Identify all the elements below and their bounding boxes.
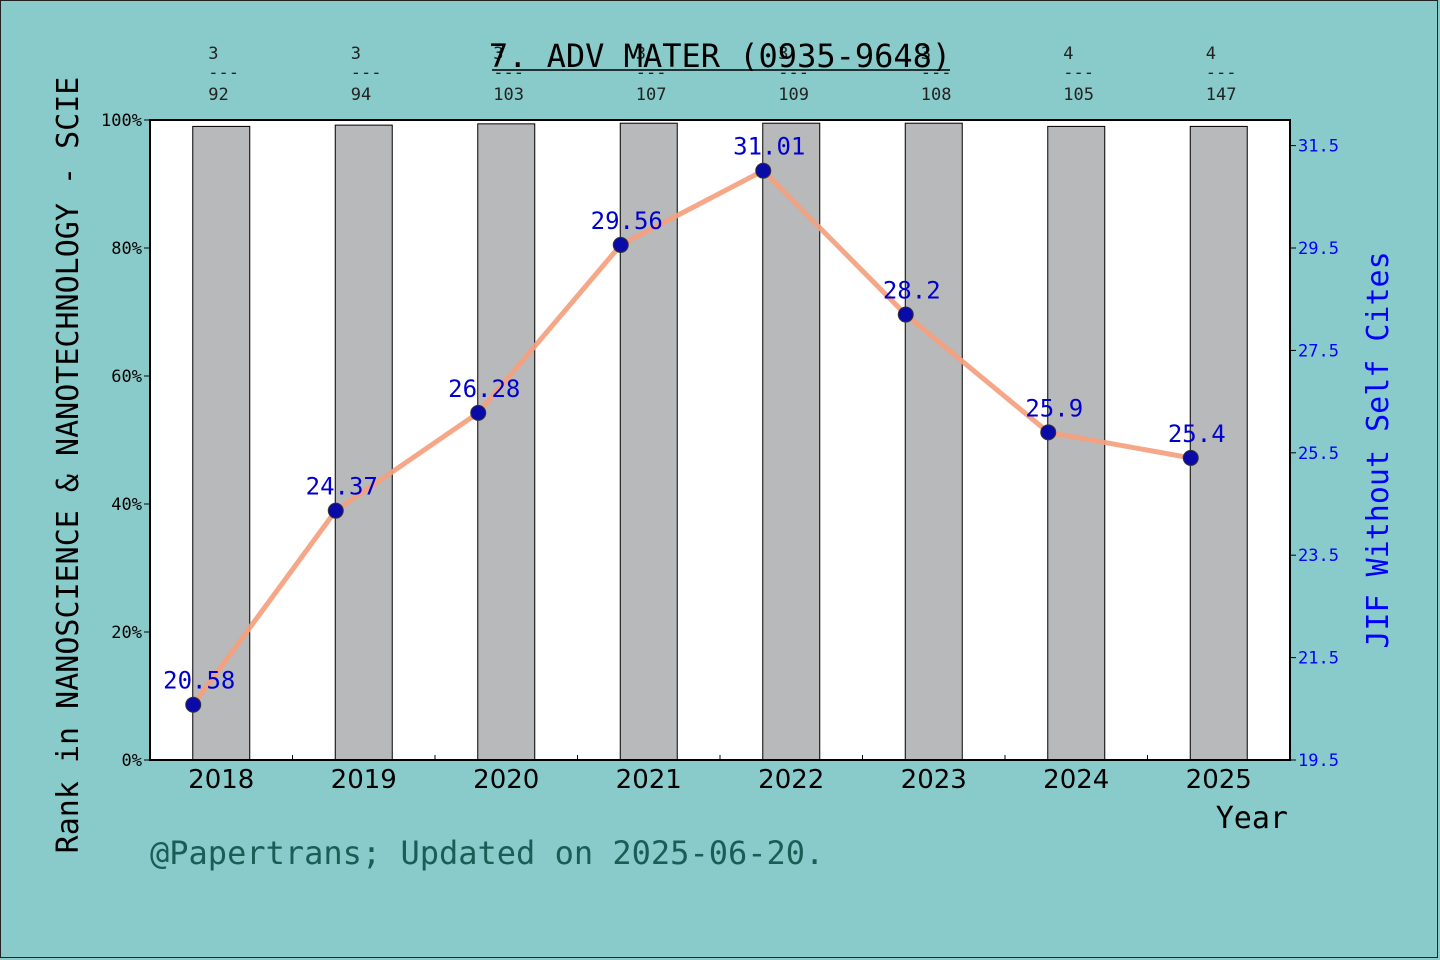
jif-points	[185, 162, 1199, 713]
fraction-numerator: 3	[778, 44, 788, 64]
left-tick-label: 0%	[122, 751, 142, 771]
right-axis-label: JIF Without Self Cites	[1361, 251, 1396, 648]
fraction-bar: ---	[1206, 63, 1237, 83]
x-tick-label: 2019	[331, 765, 397, 795]
jif-point-label: 20.58	[163, 667, 235, 695]
fraction-numerator: 4	[1206, 44, 1216, 64]
fraction-denominator: 107	[636, 85, 667, 105]
x-tick-label: 2018	[188, 765, 254, 795]
left-axis-label: Rank in NANOSCIENCE & NANOTECHNOLOGY - S…	[51, 77, 86, 854]
jif-point-2020	[470, 404, 487, 421]
fraction-bar: ---	[351, 63, 382, 83]
jif-point-label: 24.37	[306, 473, 378, 501]
x-tick-label: 2023	[901, 765, 967, 795]
bar-2018	[192, 125, 251, 761]
jif-point-labels: 20.58 24.37 26.28 29.56 31.01 28.2 25.9 25.4	[163, 133, 1226, 695]
fraction-denominator: 108	[921, 85, 952, 105]
left-tick-label: 60%	[111, 367, 142, 387]
fraction-numerator: 3	[493, 44, 503, 64]
plot-area	[150, 120, 1290, 760]
right-tick-label: 31.5	[1298, 137, 1339, 157]
jif-point-2024	[1040, 424, 1057, 441]
fraction-numerator: 3	[351, 44, 361, 64]
jif-point-label: 26.28	[448, 375, 520, 403]
fraction-denominator: 92	[208, 85, 228, 105]
jif-point-label: 29.56	[591, 207, 663, 235]
fraction-denominator: 147	[1206, 85, 1237, 105]
left-tick-label: 100%	[101, 111, 142, 131]
fraction-bar: ---	[636, 63, 667, 83]
fraction-numerator: 3	[636, 44, 646, 64]
left-axis-ticks: 0% 20% 40% 60% 80% 100%	[101, 111, 150, 771]
fraction-bar: ---	[921, 63, 952, 83]
jif-point-label: 25.4	[1168, 420, 1226, 448]
x-tick-label: 2020	[473, 765, 539, 795]
x-tick-label: 2021	[616, 765, 682, 795]
rank-fractions: 3---923---943---1033---1073---1093---108…	[208, 44, 1236, 105]
fraction-denominator: 94	[351, 85, 371, 105]
x-axis-ticks: 2018 2019 2020 2021 2022 2023 2024 2025	[149, 755, 1291, 795]
jif-point-2019	[327, 502, 344, 519]
fraction-bar: ---	[1063, 63, 1094, 83]
bar-2020	[477, 123, 536, 761]
fraction-denominator: 109	[778, 85, 809, 105]
jif-point-2018	[185, 696, 202, 713]
right-tick-label: 29.5	[1298, 239, 1339, 259]
fraction-bar: ---	[493, 63, 524, 83]
fraction-numerator: 3	[208, 44, 218, 64]
jif-point-label: 28.2	[883, 277, 941, 305]
right-tick-label: 19.5	[1298, 751, 1339, 771]
left-tick-label: 20%	[111, 623, 142, 643]
x-axis-label: Year	[1216, 801, 1288, 836]
fraction-numerator: 4	[1063, 44, 1073, 64]
jif-point-2025	[1182, 449, 1199, 466]
fraction-denominator: 103	[493, 85, 524, 105]
jif-point-2021	[612, 236, 629, 253]
bar-2019	[334, 124, 393, 761]
right-axis-ticks: 19.5 21.5 23.5 25.5 27.5 29.5 31.5	[1290, 137, 1339, 771]
jif-point-2022	[755, 162, 772, 179]
bar-2023	[904, 122, 963, 761]
x-tick-label: 2025	[1186, 765, 1252, 795]
x-tick-label: 2022	[758, 765, 824, 795]
right-tick-label: 25.5	[1298, 444, 1339, 464]
chart-title: 7. ADV MATER (0935-9648)	[489, 37, 951, 75]
jif-point-label: 31.01	[733, 133, 805, 161]
right-tick-label: 23.5	[1298, 546, 1339, 566]
jif-point-2023	[897, 306, 914, 323]
right-tick-label: 27.5	[1298, 341, 1339, 361]
fraction-bar: ---	[208, 63, 239, 83]
jif-line	[191, 168, 1192, 707]
bar-2025	[1189, 125, 1248, 761]
fraction-bar: ---	[778, 63, 809, 83]
right-tick-label: 21.5	[1298, 649, 1339, 669]
fraction-denominator: 105	[1063, 85, 1094, 105]
left-tick-label: 40%	[111, 495, 142, 515]
x-tick-label: 2024	[1043, 765, 1109, 795]
fraction-numerator: 3	[921, 44, 931, 64]
left-tick-label: 80%	[111, 239, 142, 259]
credit-text: @Papertrans; Updated on 2025-06-20.	[150, 834, 825, 872]
jif-point-label: 25.9	[1025, 394, 1083, 422]
